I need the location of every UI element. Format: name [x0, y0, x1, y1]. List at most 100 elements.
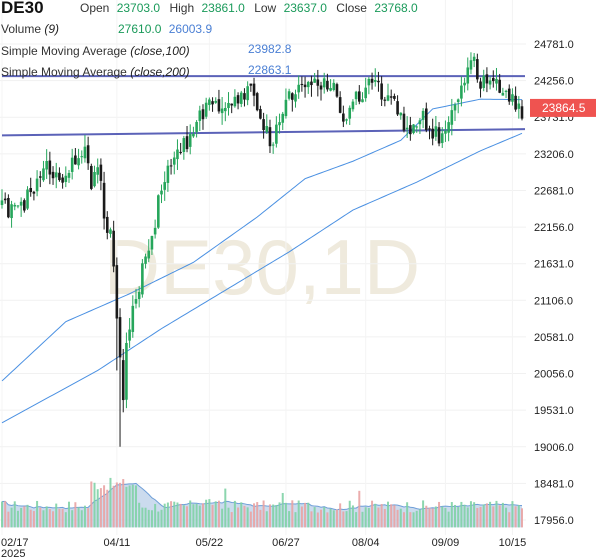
symbol-name[interactable]: DE30 — [1, 0, 44, 17]
candle[interactable] — [498, 73, 501, 94]
candle[interactable] — [255, 91, 259, 112]
candle[interactable] — [313, 72, 316, 83]
candle[interactable] — [105, 211, 109, 240]
candle[interactable] — [300, 76, 304, 92]
candle[interactable] — [137, 286, 141, 308]
candle[interactable] — [102, 171, 106, 230]
candle[interactable] — [351, 99, 355, 112]
candle[interactable] — [7, 194, 10, 219]
candle[interactable] — [125, 332, 128, 409]
candle[interactable] — [163, 171, 166, 201]
candle[interactable] — [297, 75, 300, 99]
candle[interactable] — [291, 92, 294, 112]
candle[interactable] — [383, 96, 387, 107]
candle[interactable] — [479, 77, 482, 98]
candle[interactable] — [192, 126, 195, 138]
candle[interactable] — [418, 117, 422, 134]
candle[interactable] — [19, 197, 23, 217]
candle[interactable] — [239, 90, 243, 108]
candle[interactable] — [112, 220, 115, 273]
candle[interactable] — [90, 163, 93, 191]
candle[interactable] — [367, 76, 371, 95]
candle[interactable] — [236, 92, 240, 110]
candle[interactable] — [0, 189, 4, 209]
candle[interactable] — [172, 151, 176, 175]
candle[interactable] — [373, 68, 377, 87]
candle[interactable] — [342, 105, 345, 128]
candle[interactable] — [246, 81, 249, 106]
candle[interactable] — [275, 116, 278, 148]
candle[interactable] — [281, 111, 285, 130]
candle[interactable] — [217, 89, 221, 114]
candle[interactable] — [326, 73, 329, 92]
candle[interactable] — [393, 93, 396, 101]
candle[interactable] — [319, 81, 323, 101]
candle[interactable] — [345, 118, 348, 125]
candle[interactable] — [463, 77, 466, 93]
candle[interactable] — [399, 112, 403, 120]
candle[interactable] — [310, 75, 313, 97]
candle[interactable] — [201, 104, 205, 130]
candle[interactable] — [134, 288, 138, 309]
candle[interactable] — [61, 173, 64, 189]
candle[interactable] — [150, 235, 154, 255]
candle[interactable] — [35, 170, 39, 197]
candle[interactable] — [233, 89, 237, 108]
candle[interactable] — [16, 205, 20, 209]
candle[interactable] — [491, 70, 495, 88]
candle[interactable] — [520, 99, 524, 121]
candle[interactable] — [485, 67, 489, 93]
candle[interactable] — [501, 87, 505, 96]
candle[interactable] — [23, 198, 26, 213]
candle[interactable] — [262, 112, 265, 139]
candle[interactable] — [303, 76, 307, 98]
candle[interactable] — [157, 194, 160, 229]
candle[interactable] — [456, 98, 460, 114]
candle[interactable] — [402, 106, 406, 133]
candle[interactable] — [118, 308, 122, 447]
candle[interactable] — [195, 120, 198, 138]
candle[interactable] — [230, 103, 233, 114]
candle[interactable] — [252, 77, 256, 107]
candle[interactable] — [364, 77, 367, 102]
candle[interactable] — [224, 102, 227, 122]
candle[interactable] — [466, 57, 470, 91]
candle[interactable] — [70, 148, 74, 180]
candle[interactable] — [99, 158, 103, 191]
candle[interactable] — [348, 105, 352, 125]
candle[interactable] — [377, 71, 380, 92]
candle[interactable] — [386, 83, 390, 102]
candle[interactable] — [469, 52, 473, 75]
candle[interactable] — [179, 142, 182, 155]
candle[interactable] — [121, 348, 125, 413]
candle[interactable] — [434, 115, 438, 141]
candle[interactable] — [415, 125, 419, 133]
candle[interactable] — [358, 85, 361, 105]
candle[interactable] — [294, 89, 297, 108]
candle[interactable] — [421, 108, 425, 129]
candle[interactable] — [428, 125, 431, 140]
candle[interactable] — [214, 97, 218, 104]
candle[interactable] — [514, 86, 517, 112]
candle[interactable] — [453, 102, 457, 122]
candle[interactable] — [517, 96, 521, 119]
candle[interactable] — [405, 116, 409, 138]
candle[interactable] — [176, 139, 179, 170]
candle[interactable] — [335, 82, 339, 98]
candle[interactable] — [3, 192, 7, 204]
candle[interactable] — [48, 151, 52, 185]
candle[interactable] — [74, 148, 77, 165]
candle[interactable] — [198, 105, 202, 132]
candle[interactable] — [29, 177, 33, 197]
candle[interactable] — [424, 102, 428, 133]
price-axis[interactable]: 24781.024256.023731.023206.022681.022156… — [526, 0, 600, 558]
candle[interactable] — [220, 96, 224, 125]
candle[interactable] — [322, 72, 326, 94]
candle[interactable] — [188, 124, 192, 155]
candle[interactable] — [370, 72, 374, 90]
candle[interactable] — [166, 159, 170, 192]
candle[interactable] — [396, 95, 399, 117]
candle[interactable] — [507, 84, 511, 105]
candle[interactable] — [131, 295, 135, 338]
